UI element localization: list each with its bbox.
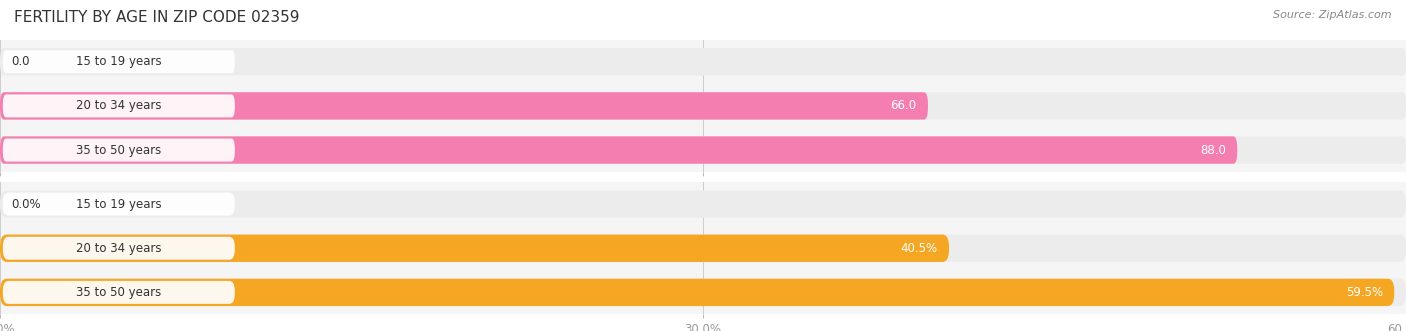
FancyBboxPatch shape [3, 139, 235, 162]
FancyBboxPatch shape [3, 281, 235, 304]
Text: 35 to 50 years: 35 to 50 years [76, 144, 162, 157]
Text: 20 to 34 years: 20 to 34 years [76, 242, 162, 255]
Text: 59.5%: 59.5% [1346, 286, 1384, 299]
Text: 20 to 34 years: 20 to 34 years [76, 99, 162, 113]
Text: 88.0: 88.0 [1201, 144, 1226, 157]
Text: 40.5%: 40.5% [901, 242, 938, 255]
FancyBboxPatch shape [0, 279, 1406, 306]
Text: 0.0: 0.0 [11, 55, 30, 68]
FancyBboxPatch shape [0, 48, 1406, 75]
FancyBboxPatch shape [0, 235, 949, 262]
Text: 15 to 19 years: 15 to 19 years [76, 55, 162, 68]
Text: Source: ZipAtlas.com: Source: ZipAtlas.com [1274, 10, 1392, 20]
FancyBboxPatch shape [3, 237, 235, 260]
FancyBboxPatch shape [0, 92, 1406, 119]
Text: 0.0%: 0.0% [11, 198, 41, 211]
FancyBboxPatch shape [3, 94, 235, 118]
Text: FERTILITY BY AGE IN ZIP CODE 02359: FERTILITY BY AGE IN ZIP CODE 02359 [14, 10, 299, 25]
FancyBboxPatch shape [0, 235, 1406, 262]
FancyBboxPatch shape [0, 92, 928, 119]
FancyBboxPatch shape [0, 190, 1406, 218]
FancyBboxPatch shape [3, 50, 235, 73]
FancyBboxPatch shape [3, 193, 235, 215]
Text: 35 to 50 years: 35 to 50 years [76, 286, 162, 299]
Text: 66.0: 66.0 [890, 99, 917, 113]
FancyBboxPatch shape [0, 279, 1395, 306]
FancyBboxPatch shape [0, 136, 1237, 164]
Text: 15 to 19 years: 15 to 19 years [76, 198, 162, 211]
FancyBboxPatch shape [0, 136, 1406, 164]
